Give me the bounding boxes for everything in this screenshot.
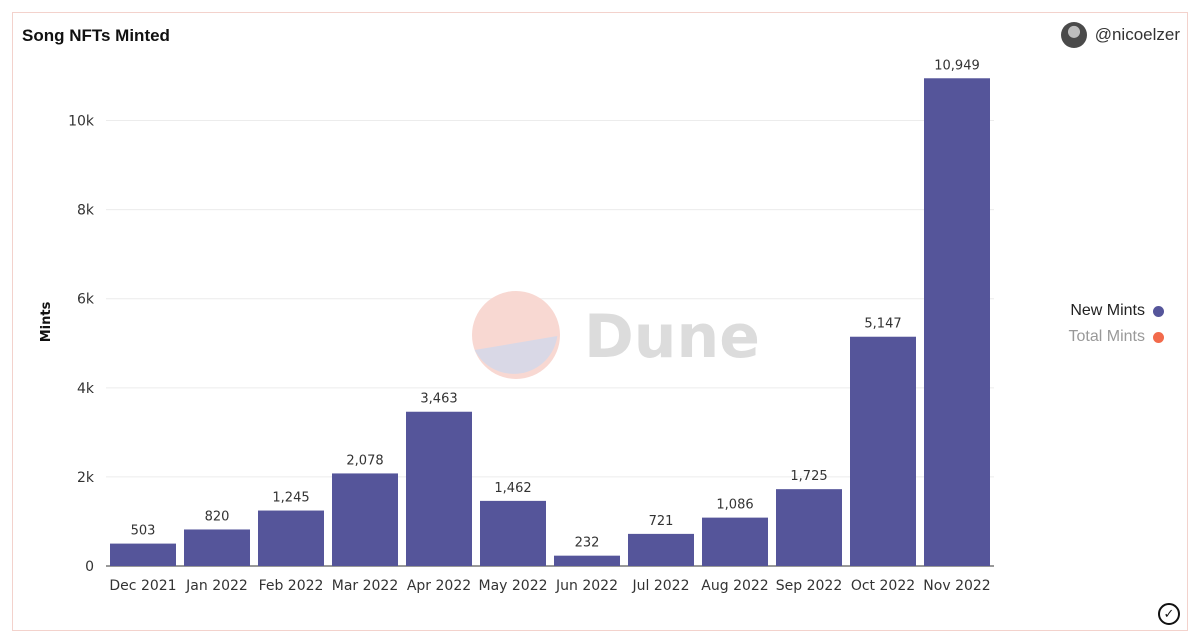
x-tick-label: Feb 2022: [259, 578, 324, 594]
x-tick-label: Mar 2022: [332, 578, 399, 594]
bar[interactable]: [628, 533, 694, 566]
bars: 503 820 1,245 2,078 3,463 1,462 232 721 1,086 1,7…: [110, 58, 990, 566]
chart-card: [12, 12, 1188, 631]
bar[interactable]: [554, 555, 620, 566]
bar[interactable]: [406, 411, 472, 566]
bar-value-label: 2,078: [346, 453, 383, 468]
x-tick-label: Aug 2022: [701, 578, 768, 594]
bar[interactable]: [480, 500, 546, 566]
x-tick-label: Jan 2022: [185, 578, 248, 594]
dune-watermark: Dune: [472, 291, 760, 379]
x-tick-label: Apr 2022: [407, 578, 471, 594]
x-tick-label: Nov 2022: [923, 578, 990, 594]
y-tick-labels: 0 2k 4k 6k 8k 10k: [68, 114, 95, 575]
bar-value-label: 3,463: [420, 392, 457, 407]
bar[interactable]: [850, 336, 916, 566]
legend-item-total-mints[interactable]: Total Mints: [1069, 324, 1164, 350]
bar[interactable]: [184, 529, 250, 566]
bar[interactable]: [924, 78, 990, 566]
bar-value-label: 1,245: [272, 491, 309, 506]
chart-title: Song NFTs Minted: [22, 26, 170, 45]
legend: New Mints Total Mints: [1069, 298, 1164, 350]
y-tick-label: 2k: [77, 470, 95, 486]
bar[interactable]: [776, 489, 842, 566]
user-avatar-icon: [1060, 22, 1087, 48]
bar-value-label: 5,147: [864, 317, 901, 332]
x-tick-label: Oct 2022: [851, 578, 915, 594]
bar[interactable]: [332, 473, 398, 566]
verified-check-icon[interactable]: ✓: [1158, 603, 1180, 625]
y-tick-label: 10k: [68, 114, 95, 130]
bar-value-label: 232: [575, 536, 600, 551]
bar-value-label: 503: [131, 524, 156, 539]
legend-dot-total-mints: [1153, 331, 1164, 343]
y-axis-label: Mints: [39, 301, 54, 342]
bar-value-label: 820: [205, 509, 230, 524]
x-tick-label: Dec 2021: [109, 578, 176, 594]
legend-item-new-mints[interactable]: New Mints: [1069, 298, 1164, 324]
legend-label-total-mints: Total Mints: [1068, 328, 1145, 345]
x-tick-label: Jul 2022: [632, 578, 690, 594]
bar-value-label: 1,462: [494, 481, 531, 496]
bar[interactable]: [110, 543, 176, 566]
bar-value-label: 1,725: [790, 469, 827, 484]
bar[interactable]: [702, 517, 768, 566]
watermark-logo-bottom: [474, 336, 558, 374]
x-tick-label: May 2022: [478, 578, 547, 594]
bar-value-label: 1,086: [716, 498, 753, 513]
bar-value-label: 721: [649, 514, 674, 529]
y-tick-label: 4k: [77, 381, 95, 397]
y-tick-label: 0: [85, 559, 94, 575]
grid-lines: [106, 120, 994, 567]
x-tick-label: Sep 2022: [776, 578, 842, 594]
x-tick-labels: Dec 2021 Jan 2022 Feb 2022 Mar 2022 Apr 2022…: [109, 578, 990, 594]
author-link[interactable]: @nicoelzer: [1060, 22, 1180, 48]
bar-value-label: 10,949: [934, 58, 980, 73]
bar[interactable]: [258, 510, 324, 566]
y-tick-label: 6k: [77, 292, 95, 308]
x-tick-label: Jun 2022: [555, 578, 618, 594]
y-tick-label: 8k: [77, 203, 95, 219]
legend-dot-new-mints: [1153, 305, 1164, 317]
watermark-text: Dune: [584, 302, 760, 372]
author-username: @nicoelzer: [1094, 25, 1180, 44]
legend-label-new-mints: New Mints: [1070, 302, 1145, 319]
